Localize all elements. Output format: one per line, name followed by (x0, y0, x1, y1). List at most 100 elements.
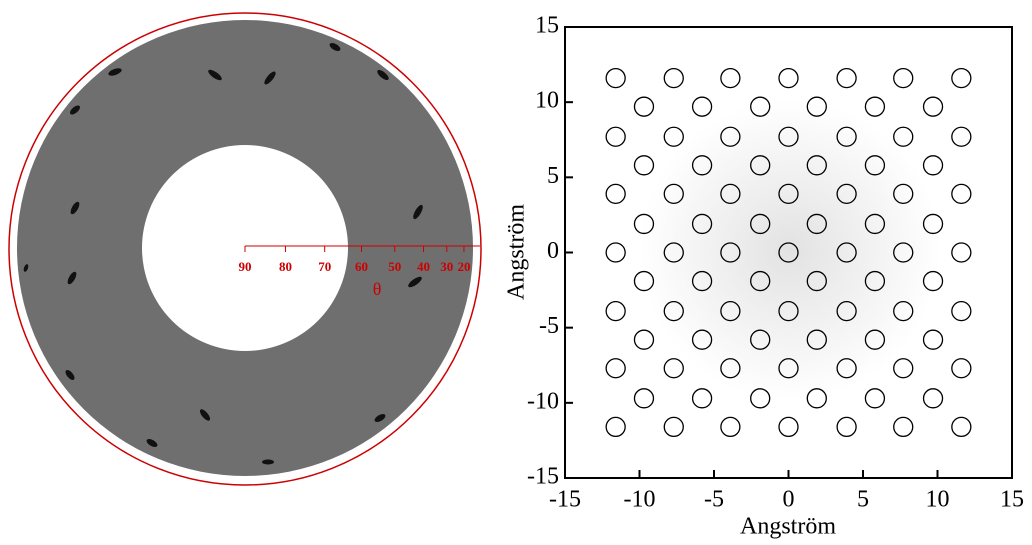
atom-site (778, 242, 799, 263)
atom-site (836, 126, 857, 147)
tick-label: 30 (440, 259, 453, 274)
atom-site (633, 388, 655, 409)
atom-site (663, 183, 684, 205)
y-tick-label: -5 (539, 313, 559, 339)
atom-site (951, 126, 972, 147)
atom-site (893, 183, 914, 205)
y-tick-label: 10 (535, 88, 559, 114)
atom-site (633, 213, 655, 235)
atom-site (864, 213, 886, 235)
atom-site (778, 300, 799, 322)
atom-site (951, 300, 972, 322)
atom-site (750, 270, 771, 292)
atom-site (605, 300, 626, 322)
atom-site (864, 388, 886, 409)
y-tick-label: 0 (547, 238, 559, 264)
atom-site (720, 67, 741, 89)
atom-site (663, 300, 684, 322)
x-tick-label: 10 (926, 487, 950, 513)
atom-site (633, 270, 655, 292)
atom-site (750, 155, 771, 176)
atom-site (605, 67, 626, 89)
atom-site (893, 416, 914, 438)
tick-label: 90 (239, 259, 252, 274)
atom-site (663, 242, 684, 263)
x-tick-label: 0 (783, 487, 795, 513)
atom-site (720, 242, 741, 263)
atom-site (720, 416, 741, 438)
atom-site (922, 96, 944, 117)
atom-site (836, 358, 857, 379)
atom-site (605, 416, 626, 438)
atom-site (778, 126, 799, 147)
atom-site (720, 183, 741, 205)
atom-site (663, 67, 684, 89)
y-axis-label: Angström (504, 204, 530, 300)
atom-site (750, 96, 771, 117)
atom-site (836, 416, 857, 438)
atom-site (720, 126, 741, 147)
atom-site (893, 126, 914, 147)
atom-site (605, 126, 626, 147)
atom-site (922, 270, 944, 292)
axis-label: θ (373, 279, 382, 299)
atom-site (750, 213, 771, 235)
atom-site (806, 270, 827, 292)
atom-site (806, 155, 827, 176)
atom-site (691, 213, 713, 235)
atom-site (806, 388, 827, 409)
atom-site (691, 270, 713, 292)
atom-site (720, 300, 741, 322)
atom-site (864, 96, 886, 117)
atom-site (778, 358, 799, 379)
atom-site (605, 242, 626, 263)
tick-label: 20 (457, 259, 470, 274)
x-tick-label: -10 (624, 487, 656, 513)
atom-site (864, 329, 886, 350)
x-tick-label: -5 (704, 487, 724, 513)
atom-site (864, 155, 886, 176)
atom-site (750, 329, 771, 350)
x-tick-label: 5 (857, 487, 869, 513)
atom-site (663, 126, 684, 147)
spots (23, 43, 423, 465)
atom-site (864, 270, 886, 292)
y-tick-label: -10 (527, 388, 559, 414)
atom-site (893, 358, 914, 379)
atom-site (691, 155, 713, 176)
atom-site (951, 416, 972, 438)
atom-site (836, 67, 857, 89)
x-tick-label: -15 (549, 487, 581, 513)
atom-site (893, 300, 914, 322)
atom-site (922, 388, 944, 409)
atom-site (806, 96, 827, 117)
atom-site (778, 416, 799, 438)
atom-site (633, 96, 655, 117)
y-tick-label: 5 (547, 163, 559, 189)
atom-site (893, 242, 914, 263)
atom-site (922, 155, 944, 176)
tick-label: 60 (355, 259, 368, 274)
atom-site (951, 183, 972, 205)
atom-site (922, 329, 944, 350)
atom-site (922, 213, 944, 235)
atom-site (836, 242, 857, 263)
atom-site (720, 358, 741, 379)
atom-site (951, 242, 972, 263)
atom-site (691, 329, 713, 350)
atom-site (750, 388, 771, 409)
x-tick-label: 15 (1000, 487, 1024, 513)
tick-label: 50 (388, 259, 401, 274)
tick-label: 70 (318, 259, 331, 274)
atom-site (663, 358, 684, 379)
atom-site (605, 183, 626, 205)
tick-label: 80 (279, 259, 292, 274)
atom-site (951, 67, 972, 89)
tick-label: 40 (417, 259, 430, 274)
atom-site (633, 155, 655, 176)
atom-site (778, 67, 799, 89)
atom-site (691, 96, 713, 117)
intensity-background (640, 100, 940, 400)
atom-site (836, 183, 857, 205)
